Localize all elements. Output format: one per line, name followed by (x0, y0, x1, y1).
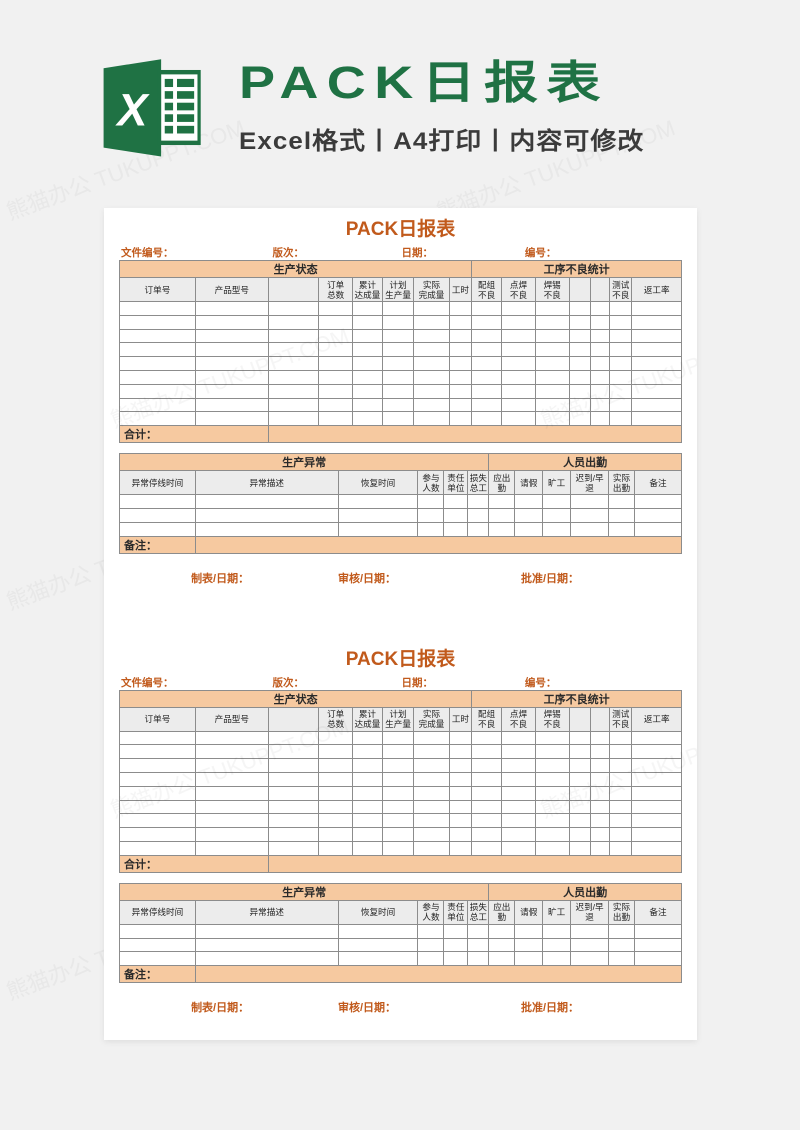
svg-text:X: X (114, 85, 150, 136)
